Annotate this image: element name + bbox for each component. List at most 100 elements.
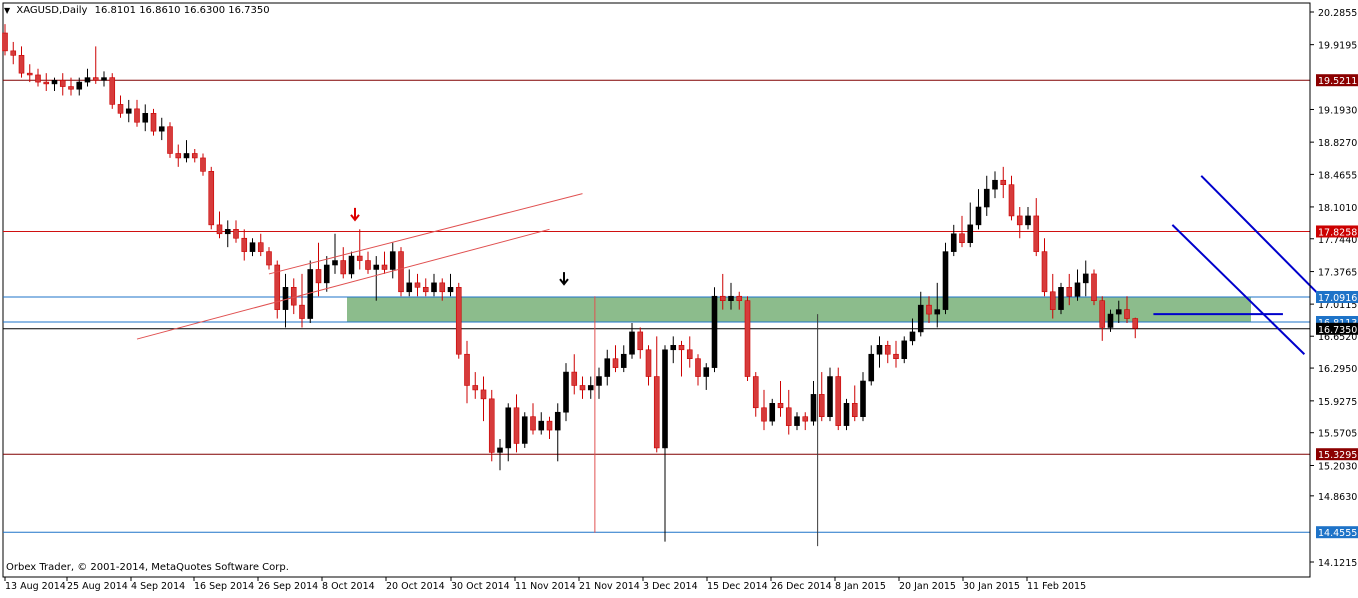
x-tick-label: 25 Aug 2014 xyxy=(67,581,128,592)
candle xyxy=(728,295,734,301)
candle xyxy=(224,229,231,235)
candle xyxy=(422,287,429,293)
price-tag xyxy=(1316,526,1358,539)
candle xyxy=(571,371,578,386)
candle xyxy=(414,282,421,288)
candle xyxy=(406,282,413,293)
down-arrow-icon xyxy=(350,207,360,222)
candle xyxy=(200,157,206,172)
candle xyxy=(843,403,850,426)
candle xyxy=(290,287,297,306)
candle xyxy=(43,81,50,85)
candle xyxy=(612,358,619,368)
candle xyxy=(909,331,916,342)
trendline-1[interactable] xyxy=(268,193,583,275)
x-tick-label: 8 Oct 2014 xyxy=(322,581,375,592)
candle xyxy=(455,287,462,355)
candle xyxy=(752,376,759,409)
x-tick-label: 3 Dec 2014 xyxy=(643,581,698,592)
candle xyxy=(695,358,701,377)
candle xyxy=(1008,184,1015,217)
y-tick-label: 16.2950 xyxy=(1318,364,1357,375)
candle xyxy=(488,398,495,453)
price-tag xyxy=(1316,74,1358,87)
chart-title: ▼ XAGUSD,Daily 16.8101 16.8610 16.6300 1… xyxy=(4,5,270,16)
candle xyxy=(299,304,305,319)
candle xyxy=(719,295,726,301)
candle xyxy=(365,260,371,270)
candle xyxy=(274,264,281,310)
candle xyxy=(736,295,743,301)
candle xyxy=(538,420,545,431)
candle xyxy=(678,345,685,351)
support-zone xyxy=(347,296,1251,322)
candle xyxy=(967,224,974,243)
x-tick-label: 26 Sep 2014 xyxy=(258,581,318,592)
candle xyxy=(703,367,710,377)
candle xyxy=(1033,215,1040,252)
candle xyxy=(942,251,949,310)
y-tick-label: 15.2030 xyxy=(1318,462,1357,473)
candle xyxy=(662,349,668,449)
candle xyxy=(827,376,833,417)
price-tag xyxy=(1316,290,1358,303)
candle xyxy=(1000,179,1007,186)
candle xyxy=(884,345,891,355)
candle xyxy=(629,331,635,355)
trendline-5[interactable] xyxy=(1171,224,1306,355)
candle xyxy=(1016,215,1023,226)
y-tick-label: 17.7440 xyxy=(1318,235,1357,246)
y-tick-label: 20.2855 xyxy=(1318,8,1357,19)
candle xyxy=(785,407,792,426)
candle xyxy=(521,416,528,444)
candle xyxy=(51,80,58,85)
candle xyxy=(158,126,165,132)
plot-frame xyxy=(2,2,1311,578)
candle xyxy=(596,376,602,386)
candle xyxy=(84,77,91,83)
y-tick-label: 17.3765 xyxy=(1318,268,1357,279)
candle xyxy=(175,153,182,159)
candle xyxy=(1041,251,1048,293)
candle xyxy=(926,304,932,315)
candle xyxy=(1082,273,1089,284)
candle xyxy=(983,188,990,208)
candle xyxy=(802,416,809,422)
y-tick-label: 18.1010 xyxy=(1318,203,1357,214)
candle xyxy=(332,260,338,266)
candle xyxy=(398,251,404,293)
candle xyxy=(257,242,264,252)
y-tick-label: 17.0115 xyxy=(1318,300,1357,311)
trendline-0[interactable] xyxy=(136,228,550,340)
candle xyxy=(1115,309,1122,315)
candle xyxy=(241,237,248,252)
candle xyxy=(992,179,998,190)
candle xyxy=(18,55,25,74)
candle xyxy=(109,77,116,105)
y-tick-label: 18.8270 xyxy=(1318,138,1357,149)
candle xyxy=(472,385,479,391)
candle xyxy=(1066,287,1073,297)
candle xyxy=(505,407,512,449)
candle xyxy=(876,345,883,355)
x-tick-label: 11 Nov 2014 xyxy=(515,581,576,592)
candle xyxy=(950,233,957,252)
chart-menu-triangle-icon[interactable]: ▼ xyxy=(4,6,11,15)
candle xyxy=(554,411,561,431)
candle xyxy=(860,380,866,417)
candle xyxy=(1058,287,1064,310)
candle xyxy=(1107,313,1114,328)
candle xyxy=(389,251,396,270)
copyright-text: Orbex Trader, © 2001-2014, MetaQuotes So… xyxy=(6,562,289,573)
candle xyxy=(1049,291,1056,310)
candle xyxy=(1025,215,1031,226)
candle xyxy=(975,206,982,226)
candle xyxy=(2,32,8,52)
candle xyxy=(92,77,99,81)
trendline-4[interactable] xyxy=(1200,175,1326,302)
price-tag-label: 15.3295 xyxy=(1318,450,1357,461)
candle xyxy=(59,80,66,87)
candle xyxy=(893,353,899,359)
